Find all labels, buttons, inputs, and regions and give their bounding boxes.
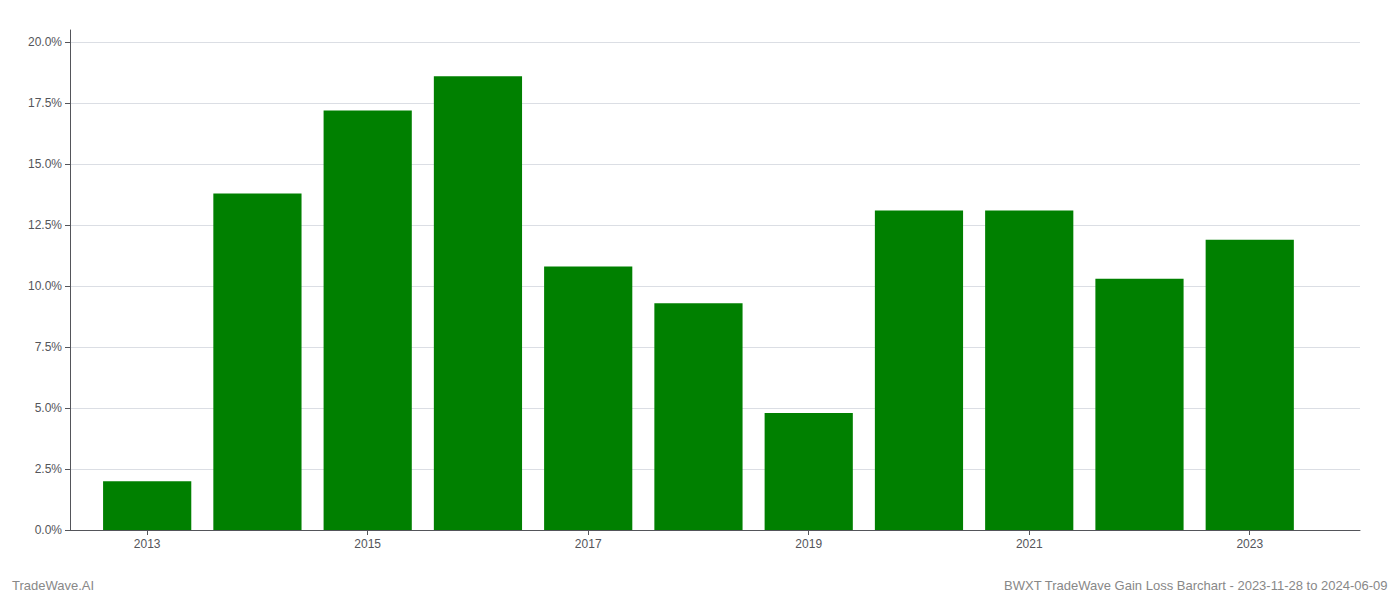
- svg-text:20.0%: 20.0%: [28, 35, 62, 49]
- svg-text:17.5%: 17.5%: [28, 96, 62, 110]
- svg-text:2023: 2023: [1236, 537, 1263, 551]
- svg-text:15.0%: 15.0%: [28, 157, 62, 171]
- svg-text:BWXT TradeWave Gain Loss Barch: BWXT TradeWave Gain Loss Barchart - 2023…: [1004, 578, 1387, 593]
- svg-text:12.5%: 12.5%: [28, 218, 62, 232]
- svg-text:2013: 2013: [134, 537, 161, 551]
- svg-text:TradeWave.AI: TradeWave.AI: [12, 578, 94, 593]
- svg-text:2019: 2019: [795, 537, 822, 551]
- svg-text:2017: 2017: [575, 537, 602, 551]
- svg-text:5.0%: 5.0%: [35, 401, 63, 415]
- svg-text:10.0%: 10.0%: [28, 279, 62, 293]
- svg-text:2021: 2021: [1016, 537, 1043, 551]
- svg-text:7.5%: 7.5%: [35, 340, 63, 354]
- svg-text:2.5%: 2.5%: [35, 462, 63, 476]
- svg-text:0.0%: 0.0%: [35, 523, 63, 537]
- svg-text:2015: 2015: [354, 537, 381, 551]
